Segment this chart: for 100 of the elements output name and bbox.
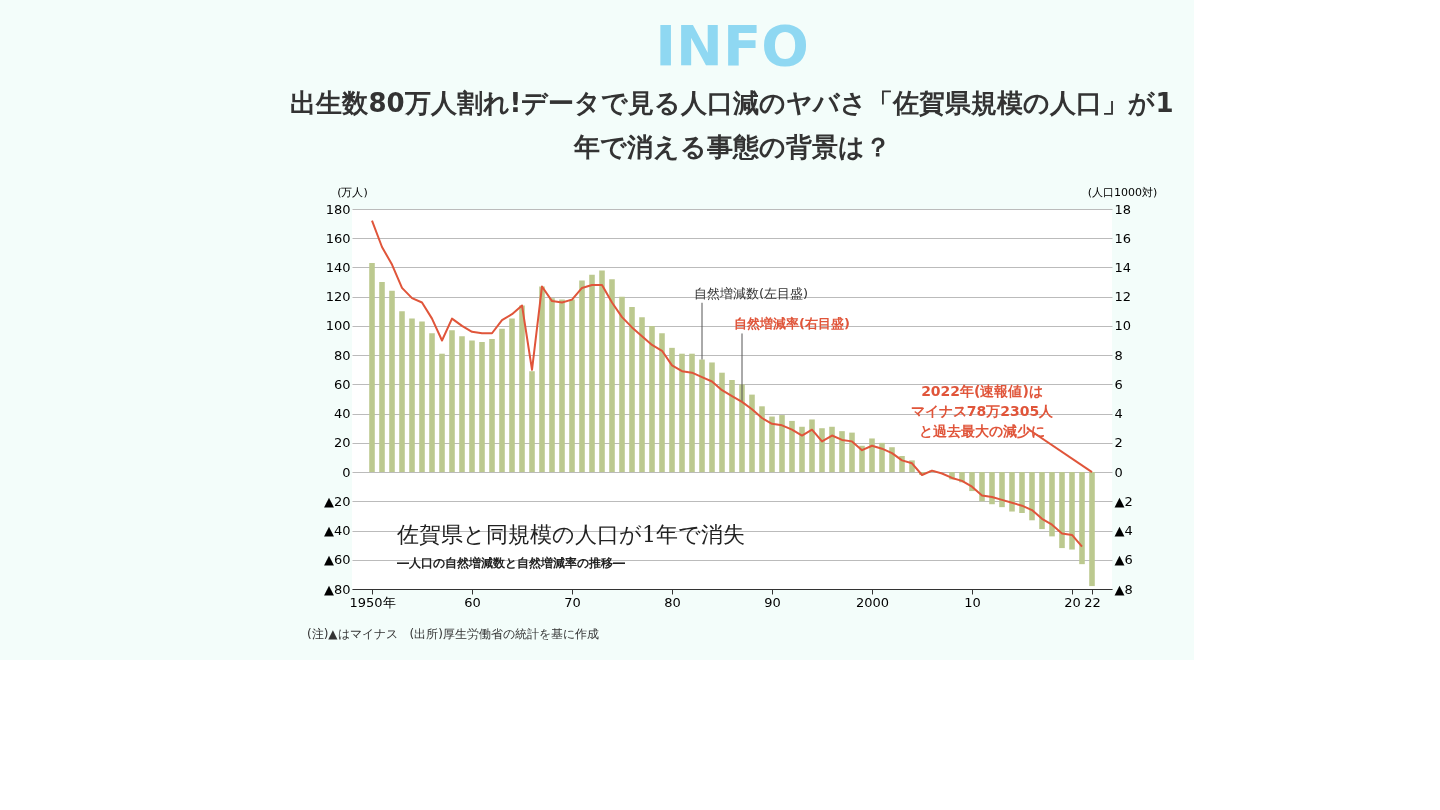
bar [429,333,435,473]
y-tick-label: 80 [333,347,351,363]
bar [589,274,595,473]
x-tick-label: 60 [464,594,481,610]
bar [379,282,385,473]
bar [489,339,495,473]
bar [509,318,515,473]
x-tick-label: 22 [1084,594,1101,610]
bar [999,472,1005,508]
bar [759,406,765,473]
bar [629,306,635,473]
y-tick-label: ▲20 [323,493,351,509]
y2-tick-label: 10 [1114,318,1132,334]
bar [1089,472,1095,587]
x-tick-label: 10 [964,594,981,610]
bar [639,317,645,473]
bar [419,321,425,473]
bar [579,280,585,473]
y-tick-label: 120 [325,289,351,305]
bar [1019,472,1025,513]
bar [829,426,835,473]
bar [669,347,675,473]
bar [689,353,695,473]
bar [569,299,575,473]
annotation: 佐賀県と同規模の人口が1年で消失 [397,521,745,547]
y2-axis-title: (人口1000対) [1087,185,1158,199]
y2-tick-label: 14 [1114,259,1132,275]
bar [459,336,465,473]
bar [769,416,775,473]
bar [979,472,985,502]
line-series [371,219,1083,548]
y2-tick-label: ▲8 [1114,581,1133,597]
x-tick-label: 90 [764,594,781,610]
y-tick-label: 180 [325,201,351,217]
y-tick-label: ▲40 [323,523,351,539]
y2-tick-label: 18 [1114,201,1132,217]
chart-subtitle: 出生数80万人割れ!データで見る人口減のヤバさ「佐賀県規模の人口」が1年で消える事態の背景は？ [290,88,1174,162]
y-tick-label: 100 [325,318,351,334]
y-tick-label: 160 [325,230,351,246]
y-tick-label: ▲60 [323,552,351,568]
bar [399,311,405,473]
y2-tick-label: 0 [1114,464,1123,480]
bar [809,419,815,473]
y-tick-label: 140 [325,259,351,275]
bar [409,318,415,473]
x-tick-label: 80 [664,594,681,610]
bar [779,415,785,473]
y2-tick-label: 8 [1114,347,1123,363]
y2-tick-label: 16 [1114,230,1132,246]
y-tick-label: 40 [333,406,351,422]
bar [789,420,795,473]
bar [449,330,455,473]
x-tick-label: 20 [1064,594,1081,610]
bar [559,299,565,473]
bar [719,372,725,473]
bar [1049,472,1055,537]
bar [869,438,875,473]
bar [849,432,855,473]
x-tick-label: 70 [564,594,581,610]
text: (注)▲はマイナス (出所)厚生労働省の統計を基に作成 [307,627,599,641]
text: 自然増減率(右目盛) [734,316,850,332]
bar [749,394,755,473]
bar [739,384,745,473]
y-axis-title: (万人) [337,185,368,199]
bar [709,362,715,473]
y2-tick-label: ▲6 [1114,552,1133,568]
y2-tick-label: 2 [1114,435,1123,451]
y2-tick-label: 12 [1114,289,1132,305]
bar [1039,472,1045,530]
bar [1079,472,1085,565]
bar [729,380,735,473]
bar [1029,472,1035,521]
bar [499,328,505,473]
text: 自然増減数(左目盛) [694,285,809,301]
bar [819,428,825,473]
bar [859,445,865,473]
bar [1059,472,1065,549]
bar [599,270,605,473]
bar [679,353,685,473]
bar [1009,472,1015,512]
bar [619,296,625,473]
chart-title: INFO [655,13,809,78]
bar [609,279,615,473]
bar [479,342,485,473]
y-tick-label: 0 [342,464,351,480]
x-tick-label: 2000 [855,594,890,610]
y-tick-label: 20 [333,435,351,451]
y2-tick-label: 6 [1114,376,1123,392]
y-tick-label: 60 [333,376,351,392]
bar [469,340,475,473]
bar [549,298,555,473]
bar [659,333,665,473]
y-tick-label: ▲80 [323,581,351,597]
bar [889,447,895,473]
bar [699,359,705,473]
bar [389,290,395,473]
bar [989,472,995,505]
y2-tick-label: 4 [1114,406,1123,422]
annotation: ―人口の自然増減数と自然増減率の推移― [397,555,625,570]
bar [799,426,805,473]
